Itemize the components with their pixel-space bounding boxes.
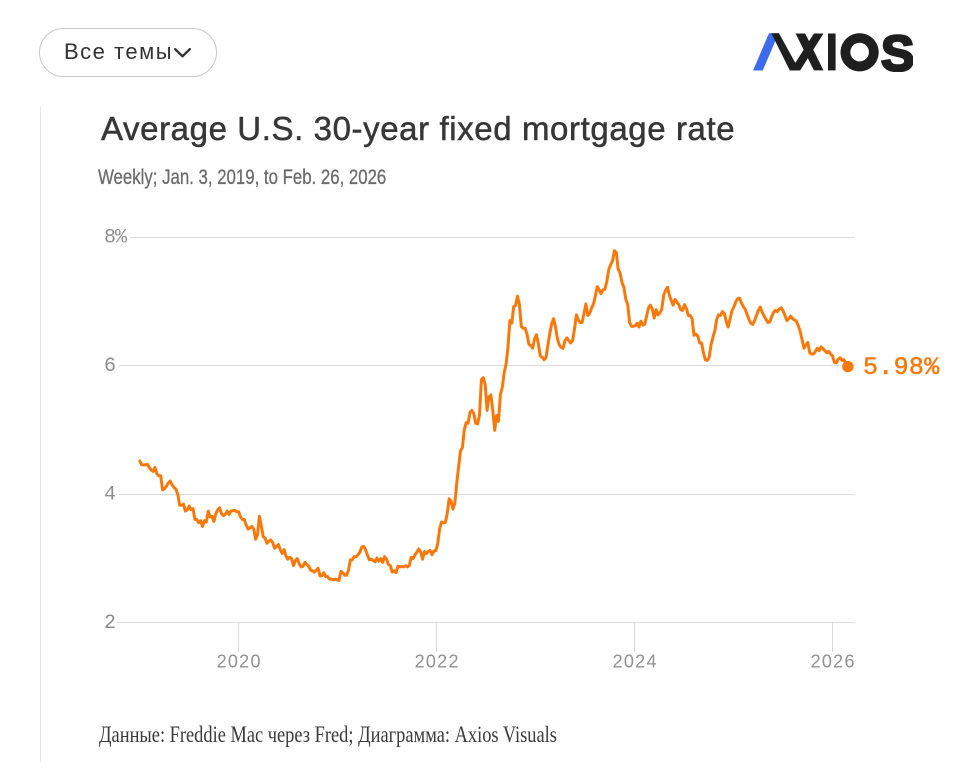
svg-text:8%: 8% bbox=[104, 227, 128, 250]
svg-text:S: S bbox=[881, 33, 913, 72]
svg-text:2026: 2026 bbox=[811, 652, 856, 672]
svg-text:6: 6 bbox=[104, 355, 115, 378]
svg-text:2022: 2022 bbox=[415, 652, 460, 672]
svg-text:2024: 2024 bbox=[613, 652, 658, 672]
svg-text:2020: 2020 bbox=[217, 652, 262, 672]
svg-text:2: 2 bbox=[104, 612, 115, 635]
svg-text:4: 4 bbox=[104, 484, 115, 507]
svg-text:5.98%: 5.98% bbox=[863, 353, 940, 382]
